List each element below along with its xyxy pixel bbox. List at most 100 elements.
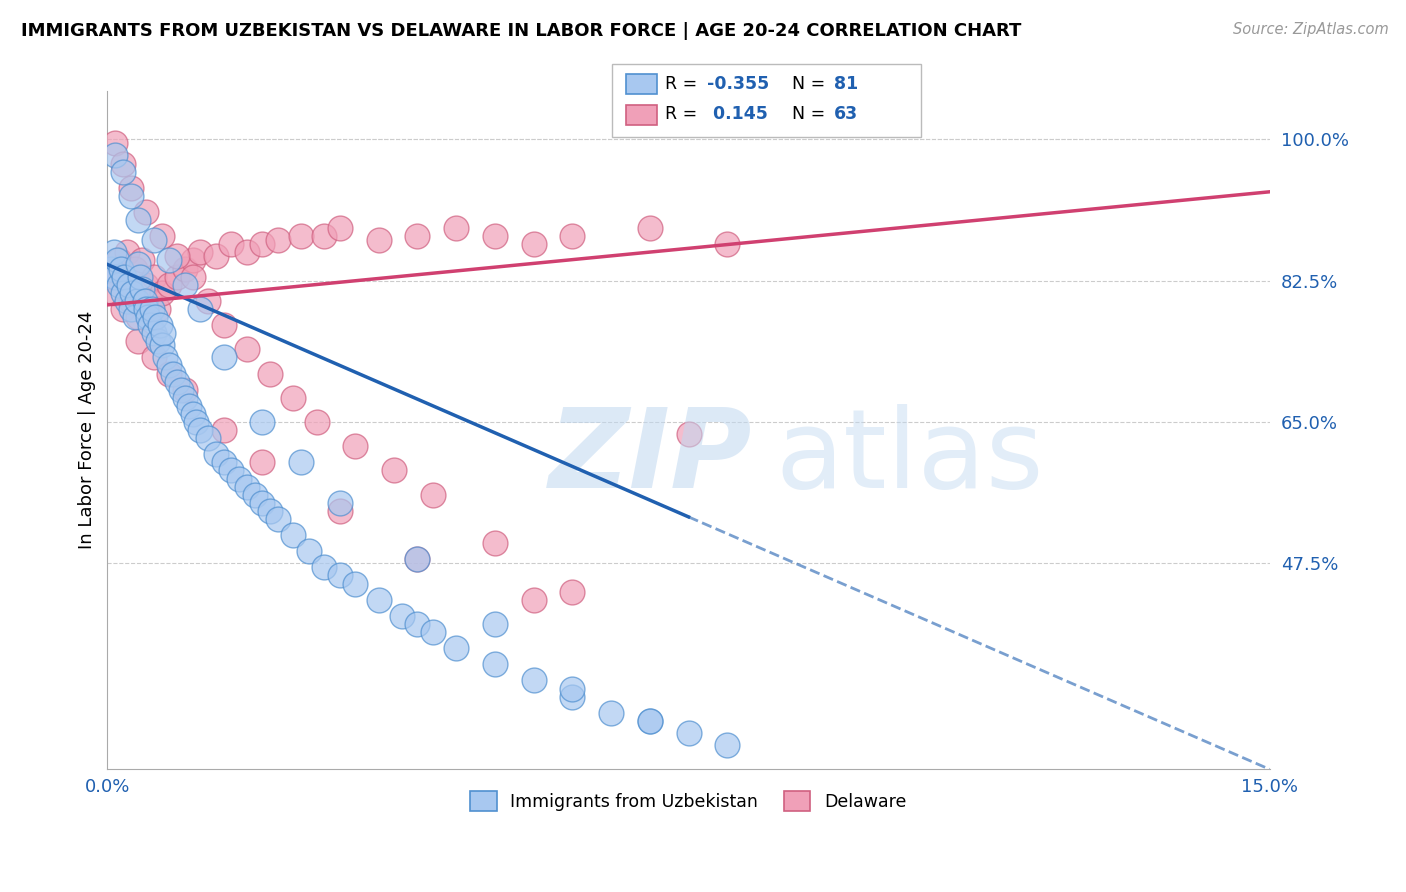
Text: N =: N = [792,75,831,93]
Point [329,496,352,510]
Text: -0.355: -0.355 [707,75,769,93]
Point [522,673,544,688]
Point [115,293,138,308]
Point [678,427,700,442]
Point [267,233,290,247]
Point [162,367,184,381]
Point [221,237,243,252]
Point [173,277,195,292]
Point [111,156,134,170]
Point [252,455,274,469]
Point [170,383,193,397]
Point [212,318,235,332]
Text: atlas: atlas [776,404,1045,511]
Text: 0.145: 0.145 [707,105,768,123]
Point [283,528,305,542]
Point [181,269,204,284]
Point [600,706,623,720]
Point [367,592,389,607]
Point [139,318,162,332]
Point [329,568,352,582]
Point [166,249,188,263]
Point [124,261,146,276]
Point [236,245,259,260]
Point [129,269,152,284]
Point [142,351,165,365]
Point [131,253,153,268]
Point [120,189,142,203]
Point [422,488,444,502]
Point [103,245,125,260]
Point [205,447,228,461]
Point [267,512,290,526]
Point [173,383,195,397]
Y-axis label: In Labor Force | Age 20-24: In Labor Force | Age 20-24 [79,311,96,549]
Point [142,269,165,284]
Point [100,269,122,284]
Point [125,293,148,308]
Point [131,282,153,296]
Point [259,367,281,381]
Point [121,285,143,300]
Point [444,641,467,656]
Point [391,608,413,623]
Point [561,584,583,599]
Point [190,245,212,260]
Point [678,726,700,740]
Point [105,253,128,268]
Point [329,504,352,518]
Point [484,536,506,550]
Point [157,367,180,381]
Point [367,233,389,247]
Point [120,301,142,316]
Text: R =: R = [665,105,703,123]
Point [152,326,174,340]
Point [259,504,281,518]
Point [522,592,544,607]
Point [124,310,146,324]
Point [139,293,162,308]
Point [422,625,444,640]
Point [305,415,328,429]
Point [157,359,180,373]
Point [638,714,661,728]
Point [344,439,367,453]
Point [135,205,157,219]
Point [146,334,169,349]
Point [382,463,405,477]
Point [118,277,141,292]
Point [190,301,212,316]
Point [111,301,134,316]
Point [108,277,131,292]
Point [252,496,274,510]
Point [283,391,305,405]
Point [146,301,169,316]
Point [344,576,367,591]
Point [142,233,165,247]
Point [252,415,274,429]
Point [252,237,274,252]
Point [145,310,167,324]
Point [108,253,131,268]
Point [150,285,173,300]
Point [157,277,180,292]
Point [212,423,235,437]
Point [177,399,200,413]
Point [228,471,250,485]
Point [561,690,583,704]
Point [561,229,583,244]
Point [157,253,180,268]
Point [236,343,259,357]
Point [212,351,235,365]
Point [290,455,312,469]
Text: 81: 81 [834,75,858,93]
Point [236,480,259,494]
Point [205,249,228,263]
Point [290,229,312,244]
Point [173,391,195,405]
Point [104,148,127,162]
Point [110,261,132,276]
Point [561,681,583,696]
Point [190,423,212,437]
Point [329,221,352,235]
